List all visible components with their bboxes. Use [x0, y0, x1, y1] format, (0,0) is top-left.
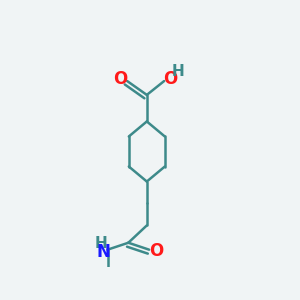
Text: O: O	[113, 70, 127, 88]
Text: O: O	[163, 70, 177, 88]
Text: N: N	[97, 243, 110, 261]
Text: H: H	[94, 236, 107, 251]
Text: O: O	[149, 242, 163, 260]
Text: H: H	[172, 64, 184, 79]
